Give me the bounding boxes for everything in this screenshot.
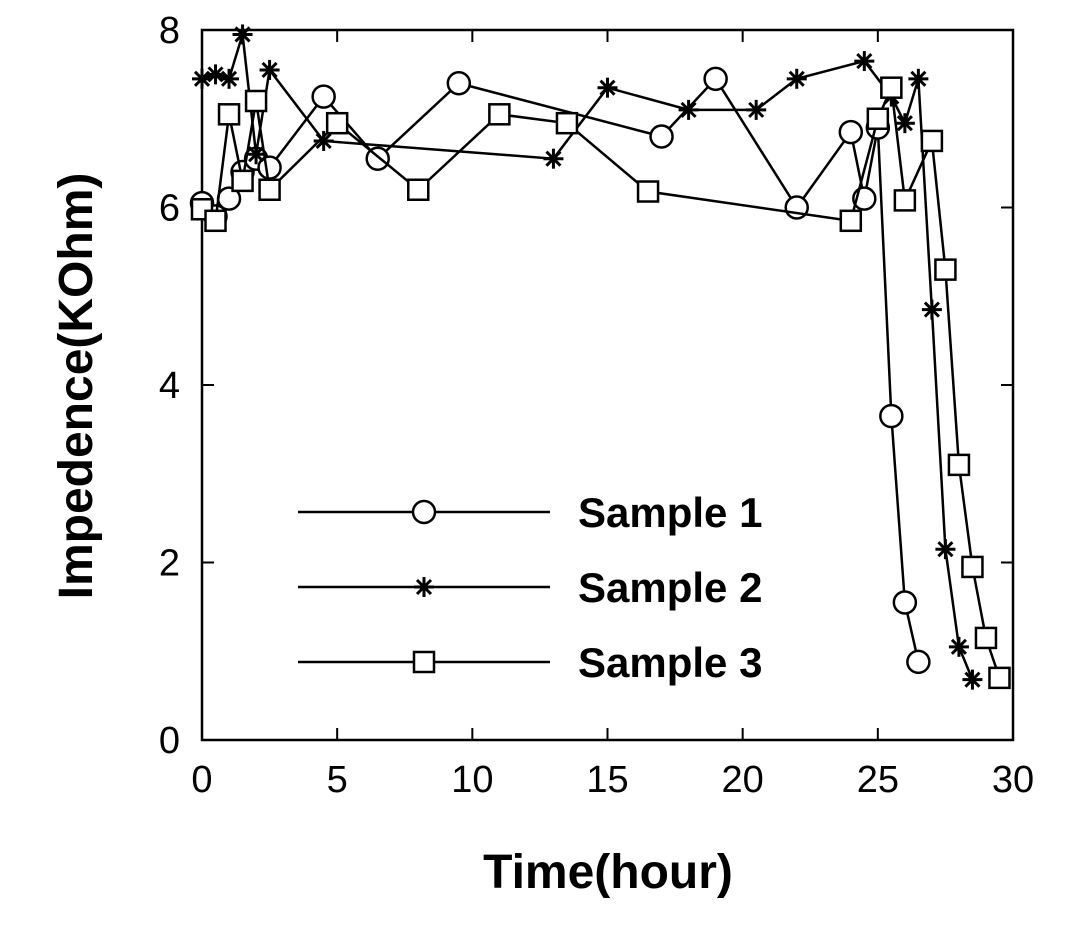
data-point	[555, 111, 579, 135]
series-3	[190, 76, 1011, 690]
legend-item-2: Sample 2	[298, 564, 762, 611]
data-point	[838, 119, 864, 145]
plot-area: 0 5 10 15 20 25 30 0 2 4 6 8	[159, 10, 1034, 801]
series-2	[192, 24, 983, 690]
x-tick-label: 20	[722, 759, 764, 801]
x-tick-label: 5	[327, 759, 348, 801]
data-point	[258, 178, 281, 201]
legend-item-3: Sample 3	[298, 639, 762, 686]
data-point	[205, 64, 226, 85]
legend: Sample 1 Sample 2 Sample 3	[298, 489, 762, 686]
data-point	[894, 113, 915, 134]
y-tick-label: 8	[159, 10, 180, 52]
data-point	[407, 178, 430, 201]
data-point	[908, 68, 929, 89]
data-point	[974, 626, 998, 650]
data-point	[988, 666, 1011, 690]
data-point	[961, 555, 984, 579]
y-tick-label: 6	[159, 188, 180, 230]
series-line	[201, 76, 920, 663]
y-tick-label: 0	[159, 720, 180, 762]
data-point	[649, 124, 674, 149]
legend-marker	[414, 577, 434, 597]
data-point	[879, 403, 904, 429]
data-point	[636, 180, 660, 203]
data-point	[880, 76, 903, 99]
x-tick-label: 30	[992, 759, 1034, 801]
data-point	[866, 107, 890, 130]
x-tick-label: 10	[451, 759, 493, 801]
data-point	[746, 99, 767, 120]
legend-label: Sample 1	[578, 489, 762, 536]
legend-label: Sample 3	[578, 639, 762, 686]
data-point	[703, 66, 728, 92]
data-point	[325, 111, 349, 135]
data-point	[906, 649, 931, 675]
data-point	[488, 103, 511, 126]
series-layer	[189, 24, 1011, 690]
data-point	[204, 209, 227, 233]
data-point	[948, 636, 969, 657]
data-point	[259, 59, 280, 80]
legend-marker	[412, 650, 436, 674]
data-point	[786, 68, 807, 89]
data-point	[893, 189, 917, 212]
y-tick-label: 2	[159, 543, 180, 585]
data-point	[678, 99, 699, 120]
data-point	[311, 84, 336, 109]
x-tick-label: 25	[857, 759, 899, 801]
data-point	[921, 299, 942, 320]
data-point	[947, 453, 971, 477]
x-tick-label: 0	[191, 759, 212, 801]
data-point	[232, 24, 253, 45]
data-point	[854, 51, 875, 72]
data-point	[892, 590, 918, 615]
y-axis-label: Impedence(KOhm)	[50, 173, 103, 600]
data-point	[935, 539, 956, 560]
x-axis-label: Time(hour)	[483, 846, 733, 899]
data-point	[446, 71, 472, 96]
data-point	[244, 89, 268, 113]
data-point	[219, 68, 240, 89]
data-point	[597, 77, 618, 98]
y-tick-label: 4	[159, 365, 180, 407]
series-line	[201, 34, 974, 681]
legend-marker	[411, 499, 437, 525]
data-point	[543, 148, 564, 169]
data-point	[962, 669, 983, 690]
data-point	[920, 129, 944, 153]
data-point	[246, 144, 267, 165]
data-point	[313, 130, 334, 151]
legend-label: Sample 2	[578, 564, 762, 611]
data-point	[934, 258, 957, 281]
data-point	[217, 103, 241, 126]
legend-item-1: Sample 1	[298, 489, 762, 536]
x-tick-label: 15	[586, 759, 628, 801]
data-point	[839, 209, 863, 233]
data-point	[231, 169, 254, 193]
